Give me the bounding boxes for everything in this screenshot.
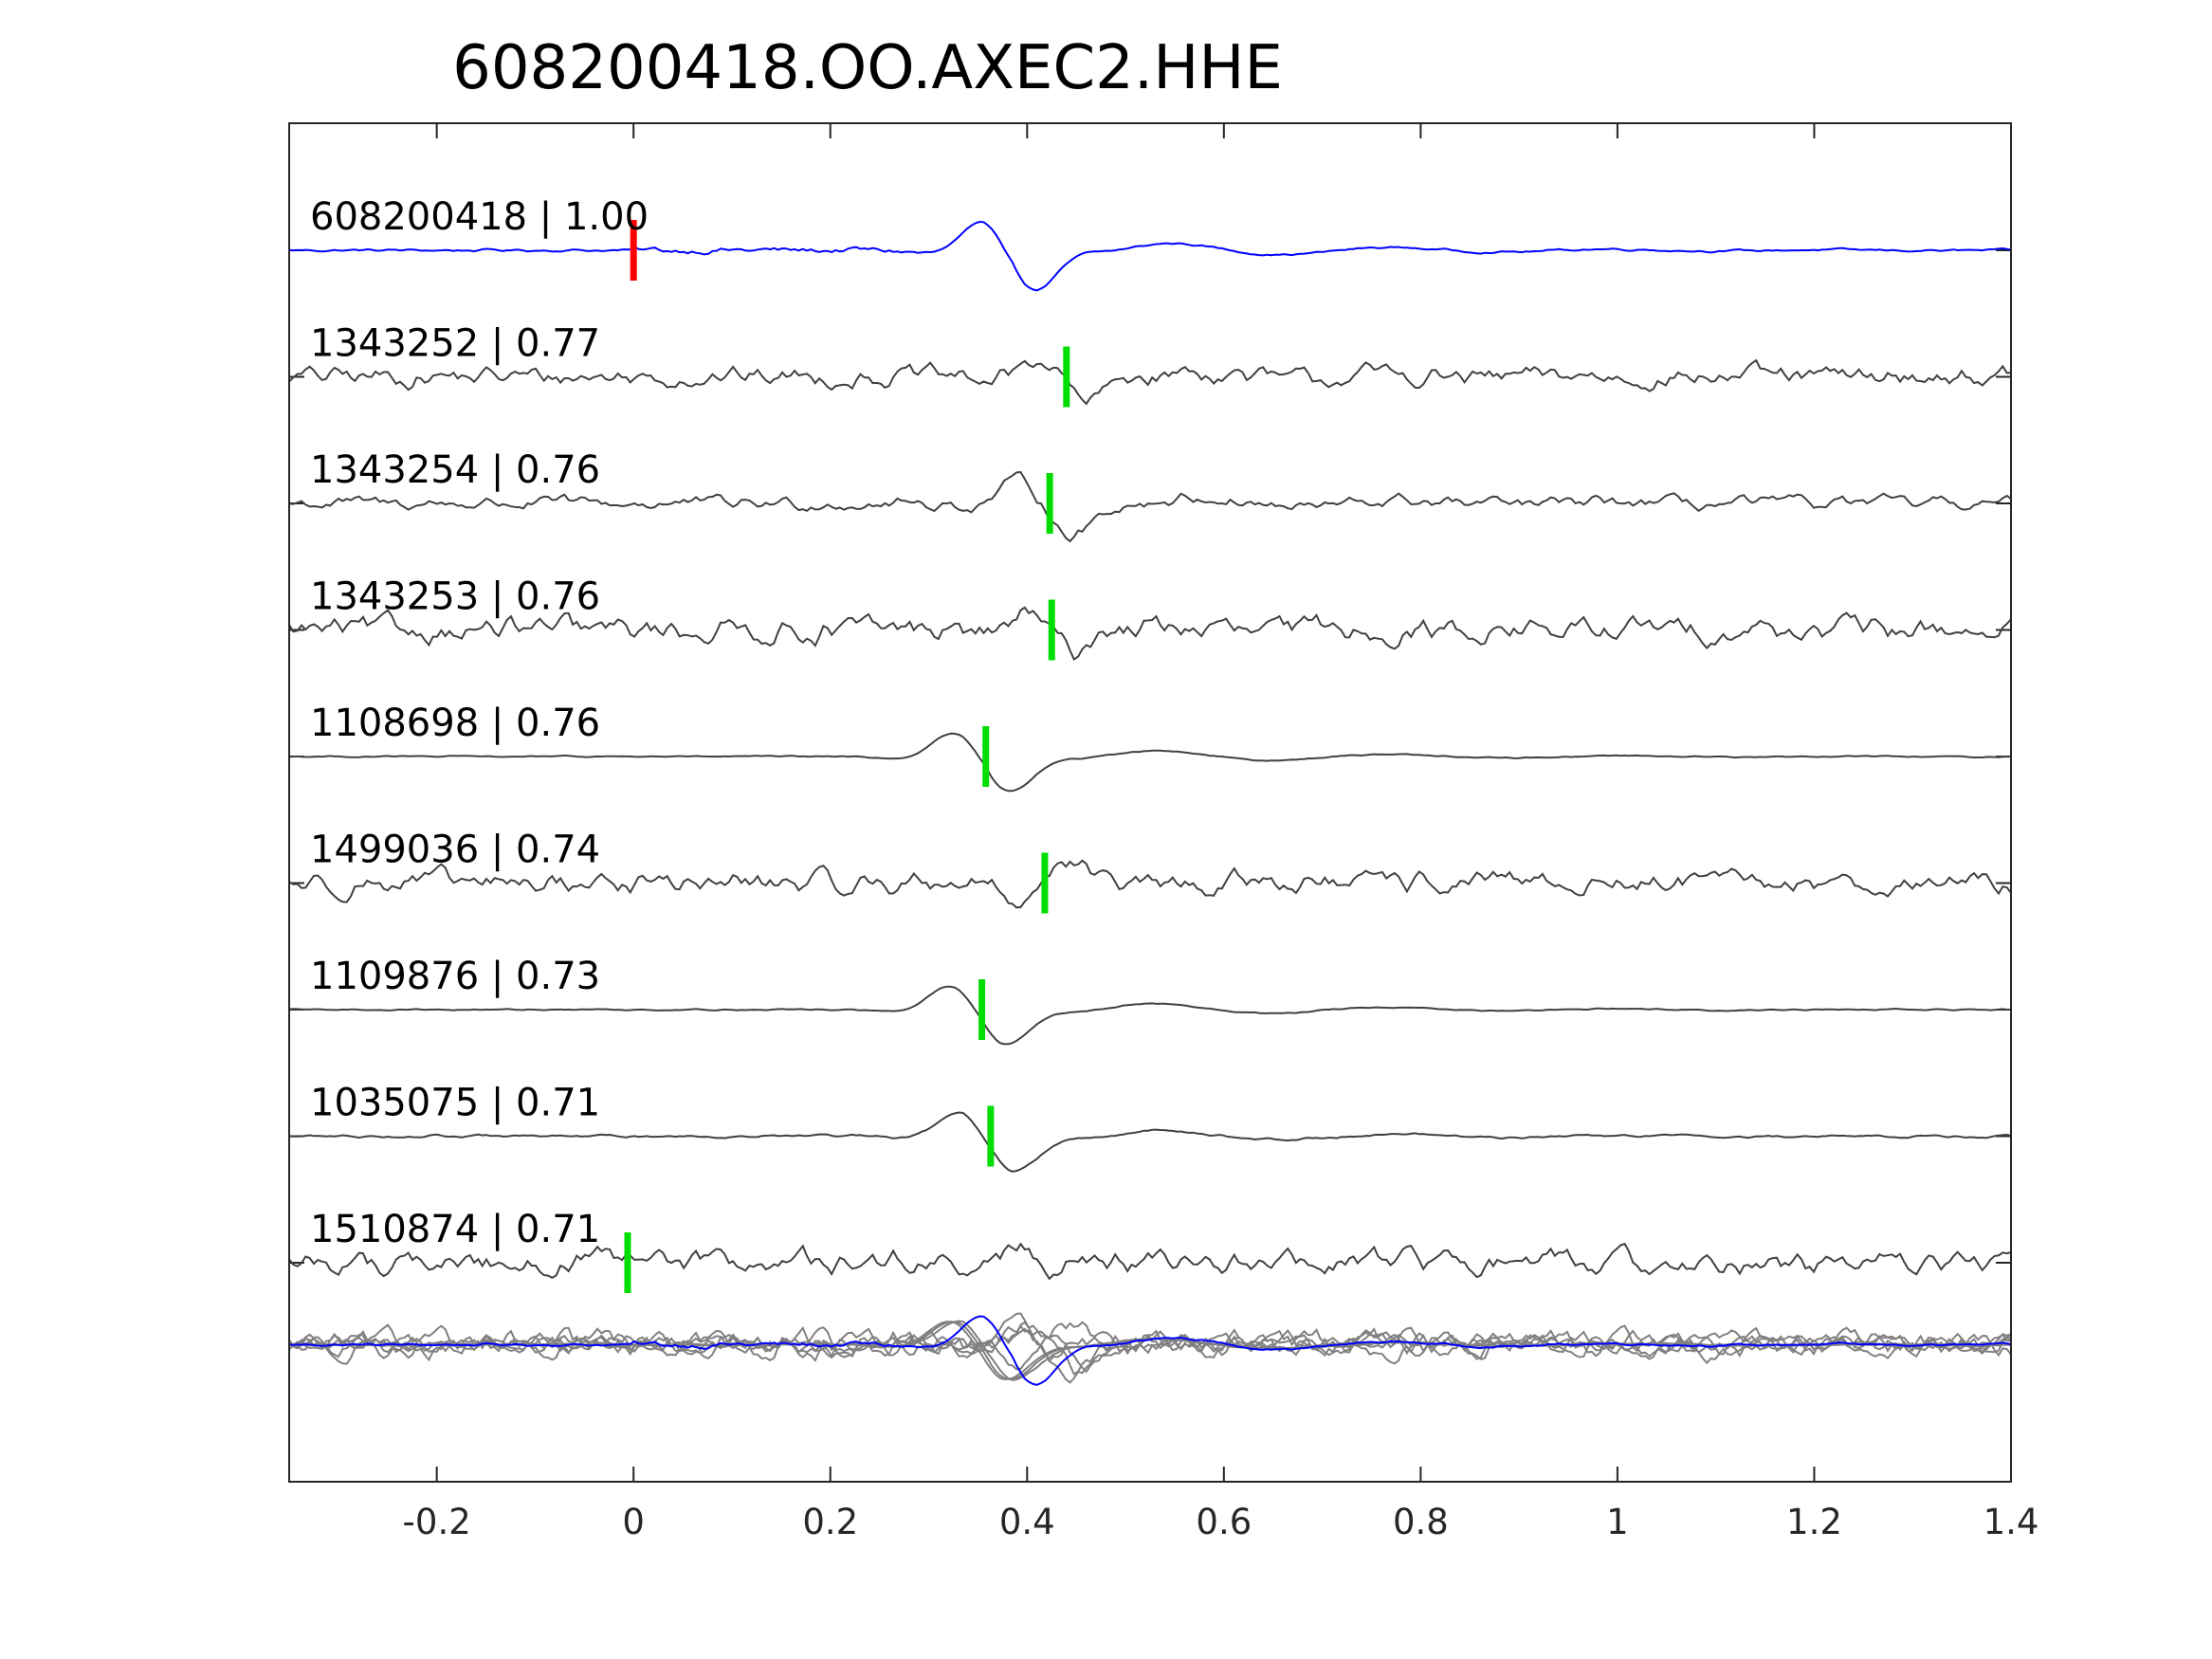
trace-label: 1109876 | 0.73 — [310, 955, 600, 998]
trace-labels: 608200418 | 1.00 1343252 | 0.77 1343254 | … — [310, 195, 649, 1251]
waveform-trace — [288, 732, 2011, 793]
trace-label: 1343254 | 0.76 — [310, 448, 600, 492]
waveform-trace — [288, 220, 2012, 292]
stack-trace — [288, 1324, 2012, 1362]
x-axis: -0.2 0 0.2 0.4 0.6 0.8 1 1.2 1.4 — [289, 123, 2038, 1542]
x-tick-label: 1.4 — [1983, 1502, 2039, 1542]
trace-label: 1343253 | 0.76 — [310, 575, 600, 619]
stack-group — [288, 1312, 2012, 1386]
x-tick-label: 1 — [1606, 1502, 1629, 1542]
chart-title: 608200418.OO.AXEC2.HHE — [452, 33, 1283, 103]
trace-label: 1343252 | 0.77 — [310, 322, 600, 366]
trace-label: 608200418 | 1.00 — [310, 195, 649, 239]
x-tick-label: 1.2 — [1786, 1502, 1842, 1542]
trace-group — [288, 220, 2012, 1281]
waveform-trace — [288, 358, 2012, 406]
x-tick-label: 0.6 — [1196, 1502, 1252, 1542]
axes-box — [288, 122, 2012, 1483]
waveform-trace — [288, 1242, 2012, 1281]
waveform-trace — [288, 470, 2012, 543]
x-tick-label: 0.4 — [999, 1502, 1055, 1542]
pick-markers — [624, 220, 1070, 1293]
waveform-trace — [288, 606, 2012, 661]
waveform-trace — [288, 859, 2012, 909]
trace-label: 1108698 | 0.76 — [310, 702, 600, 745]
x-tick-label: 0 — [622, 1502, 645, 1542]
x-tick-label: -0.2 — [403, 1502, 471, 1542]
waveform-trace — [288, 985, 2012, 1046]
waveform-trace — [289, 1111, 2012, 1173]
trace-label: 1499036 | 0.74 — [310, 829, 600, 872]
stack-reference-trace — [288, 1315, 2012, 1386]
trace-label: 1510874 | 0.71 — [310, 1208, 600, 1251]
x-tick-label: 0.8 — [1393, 1502, 1449, 1542]
trace-label: 1035075 | 0.71 — [310, 1082, 600, 1125]
x-tick-label: 0.2 — [802, 1502, 858, 1542]
